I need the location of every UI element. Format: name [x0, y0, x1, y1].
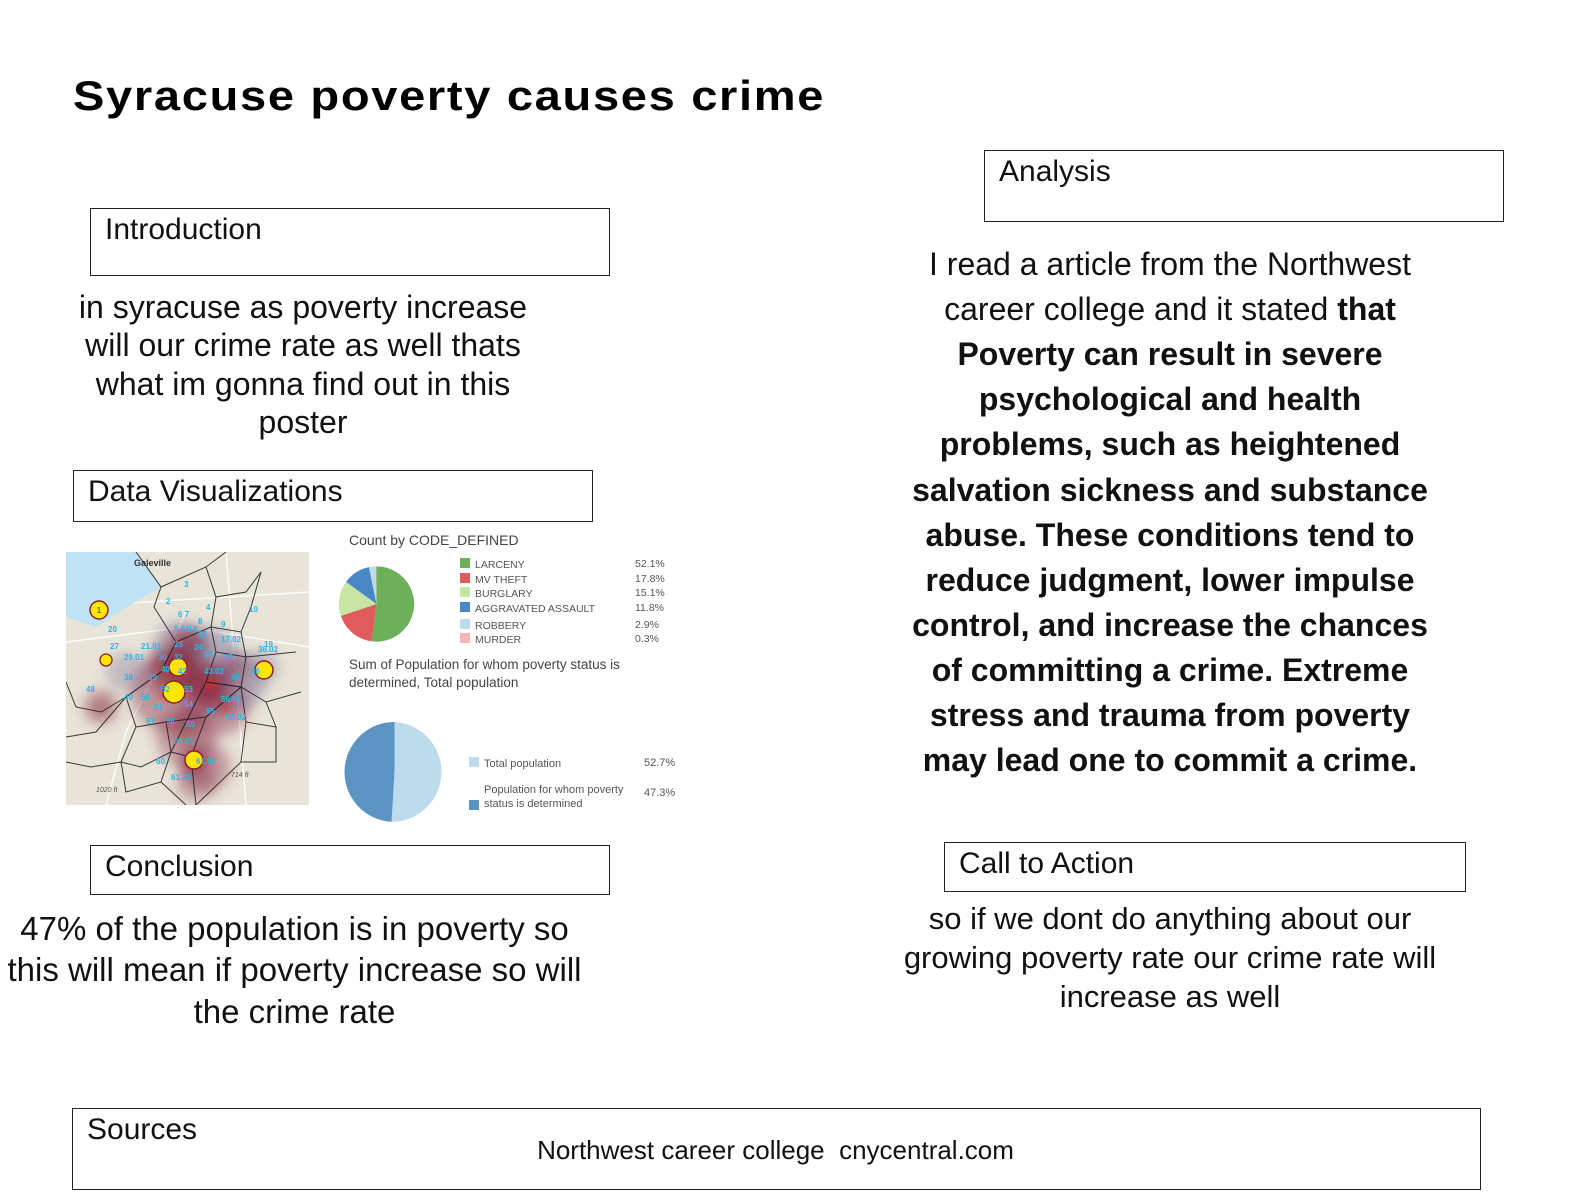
svg-text:45: 45: [231, 673, 240, 682]
svg-text:14: 14: [188, 625, 197, 634]
svg-text:Galeville: Galeville: [134, 558, 171, 568]
svg-text:1020 ft: 1020 ft: [96, 787, 118, 794]
svg-text:3: 3: [184, 580, 189, 589]
svg-text:53: 53: [184, 685, 193, 694]
svg-text:58: 58: [166, 717, 175, 726]
svg-text:6 7: 6 7: [178, 610, 190, 619]
svg-text:56.02: 56.02: [226, 713, 247, 722]
svg-text:23: 23: [174, 640, 183, 649]
svg-text:49: 49: [124, 693, 133, 702]
svg-text:52: 52: [161, 685, 170, 694]
svg-text:27: 27: [110, 642, 119, 651]
svg-text:35: 35: [224, 653, 233, 662]
svg-text:4: 4: [206, 603, 211, 612]
svg-text:34: 34: [204, 650, 213, 659]
svg-text:15: 15: [198, 630, 207, 639]
svg-text:1: 1: [97, 606, 102, 615]
svg-text:43.02: 43.02: [204, 667, 225, 676]
svg-text:32: 32: [174, 653, 183, 662]
svg-text:40: 40: [161, 665, 170, 674]
svg-text:21.01: 21.01: [141, 642, 162, 651]
svg-text:8: 8: [198, 617, 203, 626]
svg-text:55: 55: [206, 707, 215, 716]
svg-text:10: 10: [249, 605, 258, 614]
svg-text:61.03: 61.03: [171, 773, 192, 782]
svg-text:59: 59: [186, 720, 195, 729]
svg-text:48: 48: [86, 685, 95, 694]
svg-text:42: 42: [178, 667, 187, 676]
svg-text:61.02: 61.02: [196, 757, 217, 766]
svg-text:46: 46: [251, 667, 260, 676]
svg-text:17.02: 17.02: [221, 635, 242, 644]
svg-text:54: 54: [184, 700, 193, 709]
svg-text:61.01: 61.01: [174, 737, 195, 746]
svg-text:60: 60: [156, 757, 165, 766]
svg-text:2: 2: [166, 597, 171, 606]
svg-text:9: 9: [221, 620, 226, 629]
svg-text:57: 57: [146, 717, 155, 726]
svg-text:36.02: 36.02: [258, 645, 279, 654]
svg-text:29.01: 29.01: [124, 653, 145, 662]
svg-text:50: 50: [141, 693, 150, 702]
svg-text:20: 20: [108, 625, 117, 634]
svg-text:38: 38: [124, 673, 133, 682]
svg-text:51: 51: [154, 703, 163, 712]
svg-text:24: 24: [194, 643, 203, 652]
svg-text:39: 39: [148, 673, 157, 682]
svg-text:714 ft: 714 ft: [231, 772, 250, 779]
svg-text:56.01: 56.01: [221, 695, 242, 704]
svg-text:30: 30: [158, 653, 167, 662]
